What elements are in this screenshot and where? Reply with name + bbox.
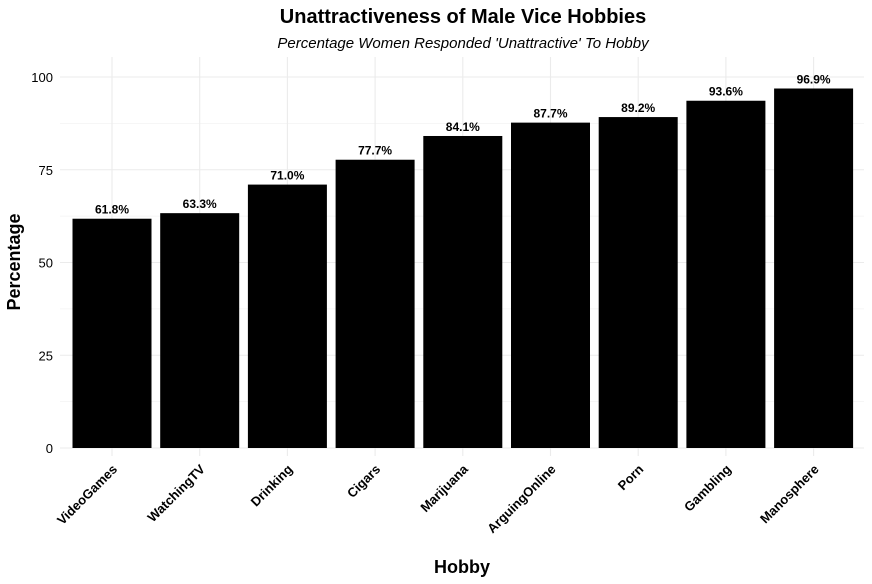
chart-title: Unattractiveness of Male Vice Hobbies bbox=[280, 6, 646, 28]
x-tick-label: Cigars bbox=[344, 462, 383, 501]
data-labels: 61.8% 63.3% 71.0% 77.7% 84.1% 87.7% 89.2% 93.6%… bbox=[95, 73, 831, 217]
chart-subtitle: Percentage Women Responded 'Unattractive… bbox=[277, 35, 650, 52]
bar-cigars bbox=[335, 159, 415, 448]
data-label: 96.9% bbox=[797, 73, 831, 87]
bar-marijuana bbox=[423, 135, 503, 448]
bars bbox=[72, 88, 854, 449]
y-tick-label: 50 bbox=[39, 256, 53, 271]
data-label: 87.7% bbox=[533, 107, 567, 121]
data-label: 93.6% bbox=[709, 85, 743, 99]
bar-videogames bbox=[72, 218, 152, 448]
x-axis-title: Hobby bbox=[434, 557, 490, 577]
y-axis-ticks: 0 25 50 75 100 bbox=[31, 70, 53, 456]
data-label: 61.8% bbox=[95, 203, 129, 217]
bar-gambling bbox=[686, 100, 766, 448]
x-tick-label: Manosphere bbox=[757, 462, 822, 527]
x-axis-ticks: VideoGames WatchingTV Drinking Cigars Mariju… bbox=[54, 461, 822, 536]
x-tick-label: WatchingTV bbox=[144, 461, 208, 525]
x-tick-label: Gambling bbox=[681, 461, 734, 514]
y-tick-label: 0 bbox=[46, 441, 53, 456]
y-tick-label: 100 bbox=[31, 70, 53, 85]
x-tick-label: Drinking bbox=[248, 461, 296, 509]
bar-manosphere bbox=[774, 88, 854, 448]
data-label: 71.0% bbox=[270, 169, 304, 183]
y-tick-label: 25 bbox=[39, 348, 53, 363]
x-tick-label: ArguingOnline bbox=[484, 462, 558, 536]
x-tick-label: Porn bbox=[615, 461, 647, 493]
x-tick-label: Marijuana bbox=[417, 461, 471, 515]
bar-arguingonline bbox=[511, 122, 590, 449]
y-tick-label: 75 bbox=[39, 163, 53, 178]
bar-porn bbox=[598, 117, 678, 449]
data-label: 84.1% bbox=[446, 120, 480, 134]
y-axis-title: Percentage bbox=[4, 213, 24, 310]
data-label: 77.7% bbox=[358, 144, 392, 158]
data-label: 63.3% bbox=[183, 197, 217, 211]
bar-drinking bbox=[247, 184, 327, 448]
x-tick-label: VideoGames bbox=[54, 462, 120, 528]
data-label: 89.2% bbox=[621, 101, 655, 115]
bar-watchingtv bbox=[160, 213, 240, 448]
